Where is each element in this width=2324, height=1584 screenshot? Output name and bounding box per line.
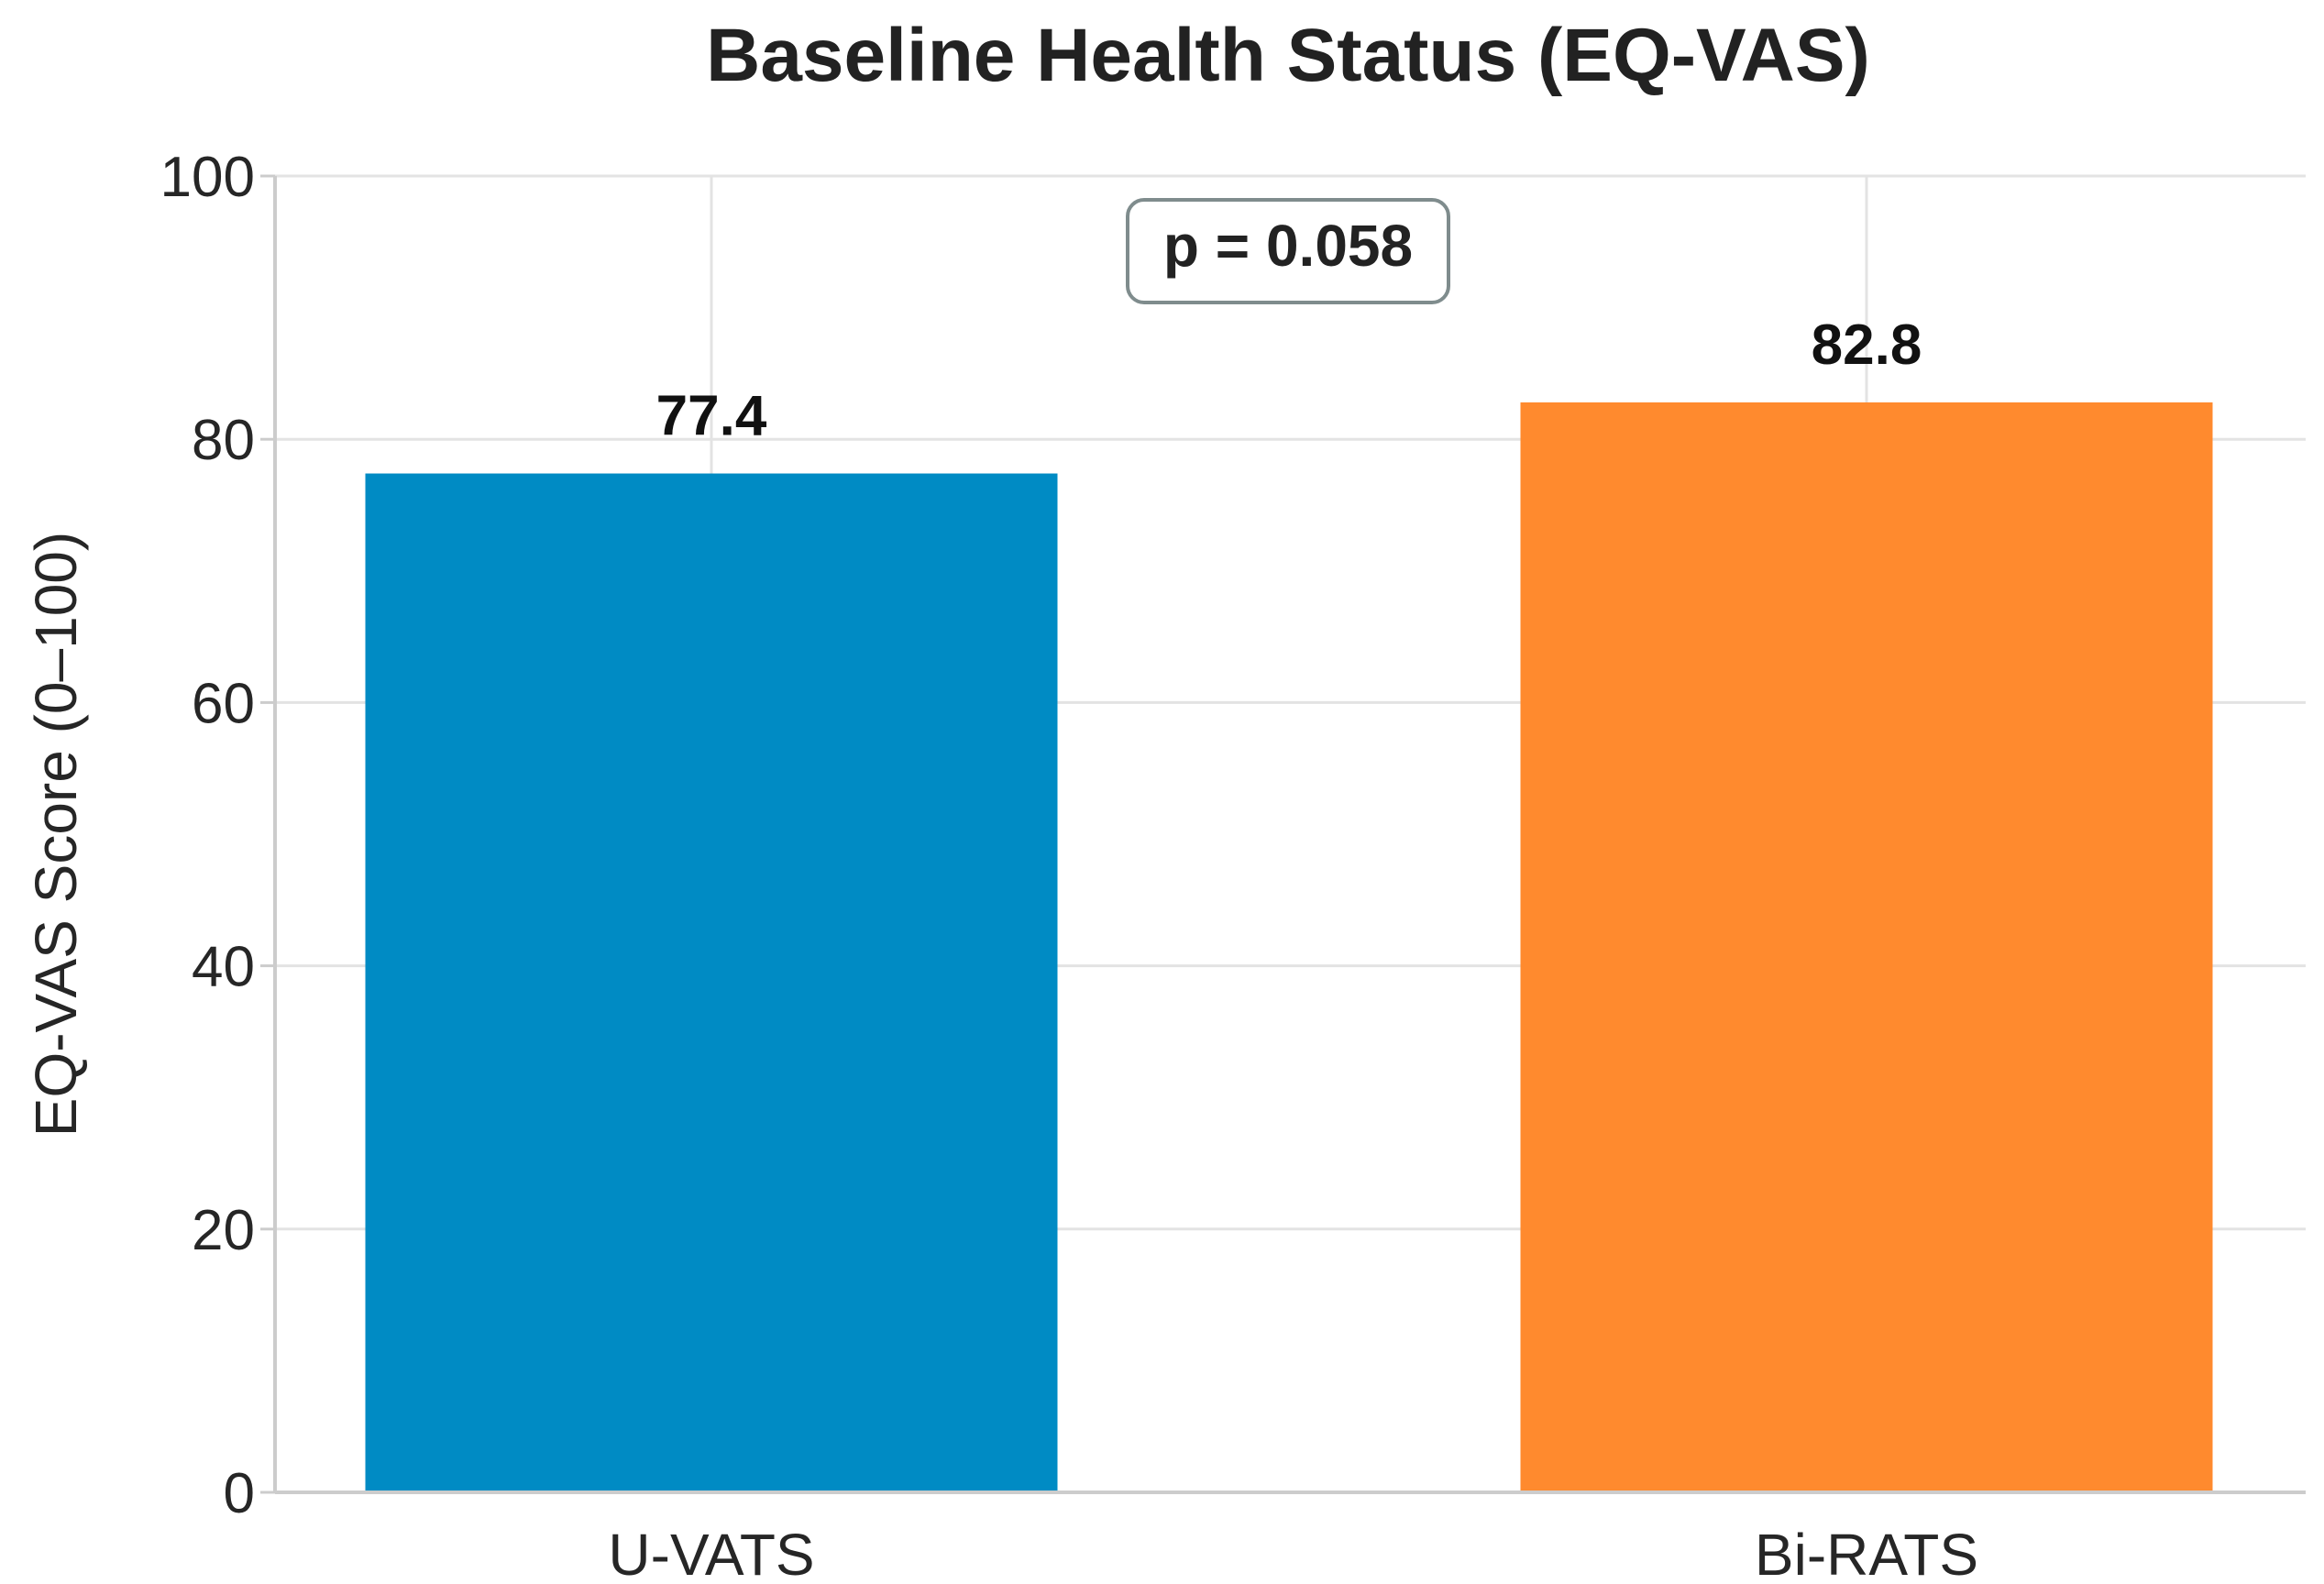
p-value-box: [1126, 198, 1450, 304]
y-tick-labels: 0 20 40 60 80 100: [160, 146, 255, 1525]
y-tick-label: 60: [192, 672, 255, 735]
axes: [273, 176, 2306, 1494]
bar-value-label: 77.4: [656, 385, 767, 448]
bars: [365, 402, 2213, 1493]
y-tick-label: 40: [192, 936, 255, 999]
x-tick-labels: U-VATS Bi-RATS: [608, 1522, 1978, 1584]
bar-value-label: 82.8: [1812, 314, 1922, 377]
p-value-text: p = 0.058: [1163, 213, 1413, 279]
bar-bi-rats: [1520, 402, 2213, 1493]
y-tick-label: 80: [192, 409, 255, 472]
y-axis-label: EQ-VAS Score (0–100): [23, 532, 89, 1137]
y-tick-label: 100: [160, 146, 255, 209]
bar-value-labels: 77.4 82.8: [656, 314, 1922, 448]
chart-title: Baseline Health Status (EQ-VAS): [706, 14, 1870, 97]
p-value-annotation: p = 0.058: [1126, 198, 1450, 304]
y-tick-label: 0: [224, 1462, 255, 1525]
y-tick-label: 20: [192, 1199, 255, 1262]
x-tick-label: Bi-RATS: [1755, 1522, 1978, 1584]
x-tick-label: U-VATS: [608, 1522, 814, 1584]
bar-u-vats: [365, 473, 1058, 1492]
